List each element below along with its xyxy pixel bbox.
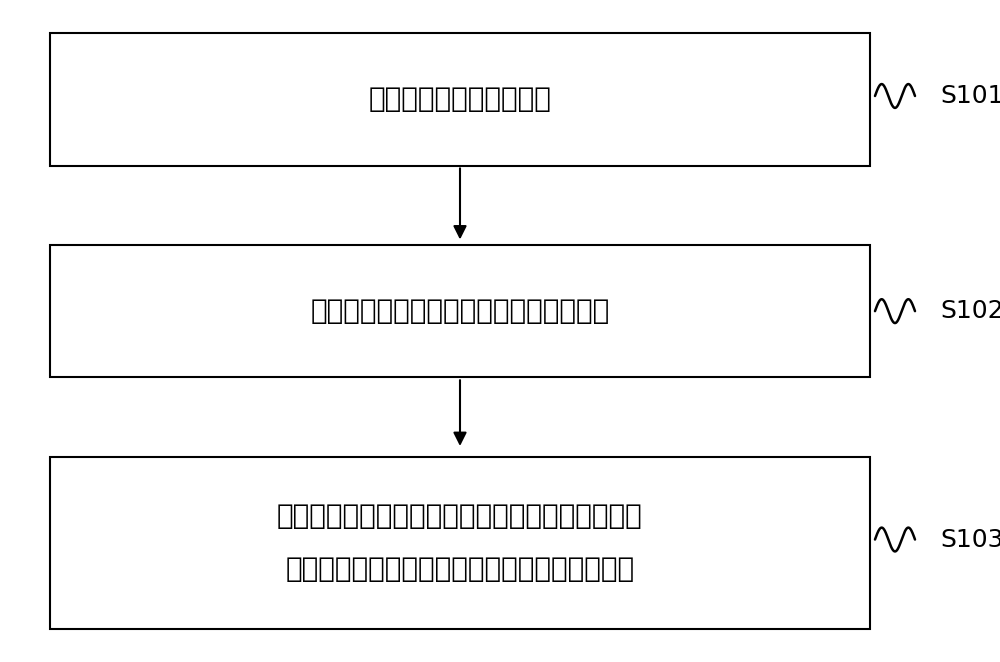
Text: S103: S103 (940, 528, 1000, 551)
Bar (50, 457, 870, 629)
Text: 提供一第一压电驻极体层，并将第一压电驻极体层: 提供一第一压电驻极体层，并将第一压电驻极体层 (277, 502, 643, 530)
Bar (50, 245, 870, 377)
Text: 提供一第二压电驻极体层: 提供一第二压电驻极体层 (369, 85, 551, 113)
Text: 在所述第二压电驻极体层一侧贴附粘合层: 在所述第二压电驻极体层一侧贴附粘合层 (310, 297, 610, 325)
Text: 通过所述粘合层层叠粘合在第二压电驻极体层上: 通过所述粘合层层叠粘合在第二压电驻极体层上 (285, 555, 635, 583)
Text: S101: S101 (940, 84, 1000, 108)
Bar (50, 33, 870, 166)
Text: S102: S102 (940, 299, 1000, 323)
